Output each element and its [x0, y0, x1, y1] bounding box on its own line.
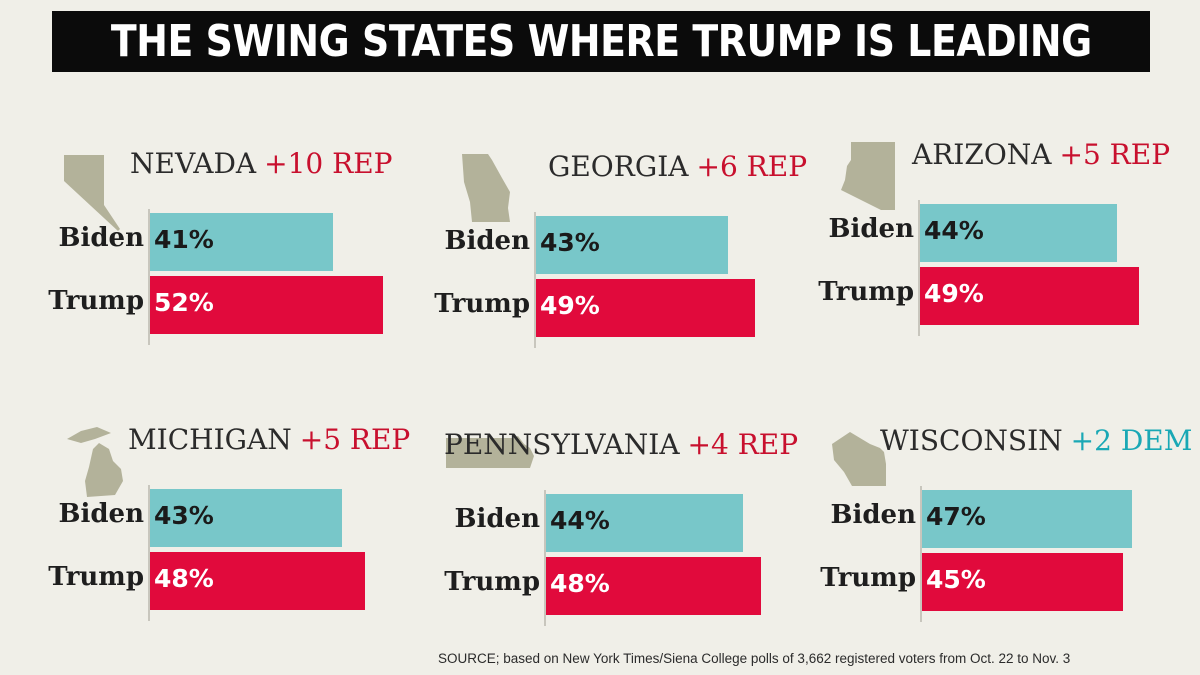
chart-title: MICHIGAN +5 REP [128, 423, 410, 456]
axis-line [148, 485, 150, 621]
chart-title: PENNSYLVANIA +4 REP [444, 428, 798, 461]
nevada-map-icon [64, 155, 120, 231]
chart-title: NEVADA +10 REP [130, 147, 393, 180]
axis-line [534, 212, 536, 348]
axis-line [920, 486, 922, 622]
margin-label: +6 REP [696, 150, 808, 183]
chart-panel-wisconsin: WISCONSIN +2 DEM Biden 47% Trump 45% [820, 424, 1192, 634]
chart-title: WISCONSIN +2 DEM [880, 424, 1192, 457]
value-label: 45% [926, 565, 986, 594]
state-name: WISCONSIN [880, 424, 1063, 457]
state-name: NEVADA [130, 147, 257, 180]
chart-panel-michigan: MICHIGAN +5 REP Biden 43% Trump 48% [48, 423, 410, 633]
trump-bar: 48% [150, 552, 365, 610]
value-label: 43% [540, 228, 600, 257]
pennsylvania-map-icon [446, 436, 534, 468]
arizona-map-icon [841, 142, 895, 210]
value-label: 47% [926, 502, 986, 531]
value-label: 44% [550, 506, 610, 535]
chart-title: GEORGIA +6 REP [548, 150, 807, 183]
biden-bar: 43% [536, 216, 728, 274]
biden-bar: 43% [150, 489, 342, 547]
margin-label: +5 REP [1059, 138, 1171, 171]
margin-label: +5 REP [299, 423, 411, 456]
trump-bar: 49% [536, 279, 755, 337]
value-label: 49% [924, 279, 984, 308]
chart-panel-pennsylvania: PENNSYLVANIA +4 REP Biden 44% Trump 48% [444, 428, 798, 638]
trump-bar: 52% [150, 276, 383, 334]
biden-bar: 44% [920, 204, 1117, 262]
value-label: 49% [540, 291, 600, 320]
michigan-map-icon [67, 427, 123, 497]
state-name: PENNSYLVANIA [444, 428, 680, 461]
chart-title: ARIZONA +5 REP [912, 138, 1170, 171]
trump-bar: 45% [922, 553, 1123, 611]
margin-label: +2 DEM [1070, 424, 1193, 457]
margin-label: +4 REP [687, 428, 799, 461]
biden-bar: 47% [922, 490, 1132, 548]
biden-bar: 41% [150, 213, 333, 271]
chart-panel-arizona: ARIZONA +5 REP Biden 44% Trump 49% [818, 138, 1172, 348]
wisconsin-map-icon [832, 432, 886, 486]
state-name: GEORGIA [548, 150, 689, 183]
value-label: 52% [154, 288, 214, 317]
axis-line [918, 200, 920, 336]
chart-panel-georgia: GEORGIA +6 REP Biden 43% Trump 49% [434, 150, 807, 360]
chart-panel-nevada: NEVADA +10 REP Biden 41% Trump 52% [48, 147, 400, 357]
source-note: SOURCE; based on New York Times/Siena Co… [438, 651, 1071, 666]
value-label: 43% [154, 501, 214, 530]
biden-bar: 44% [546, 494, 743, 552]
value-label: 48% [550, 569, 610, 598]
value-label: 48% [154, 564, 214, 593]
page-title: THE SWING STATES WHERE TRUMP IS LEADING [110, 16, 1092, 67]
state-name: MICHIGAN [128, 423, 292, 456]
trump-bar: 48% [546, 557, 761, 615]
value-label: 41% [154, 225, 214, 254]
georgia-map-icon [462, 154, 510, 222]
state-name: ARIZONA [912, 138, 1052, 171]
margin-label: +10 REP [264, 147, 393, 180]
axis-line [148, 209, 150, 345]
title-banner: THE SWING STATES WHERE TRUMP IS LEADING [52, 11, 1150, 72]
value-label: 44% [924, 216, 984, 245]
axis-line [544, 490, 546, 626]
trump-bar: 49% [920, 267, 1139, 325]
